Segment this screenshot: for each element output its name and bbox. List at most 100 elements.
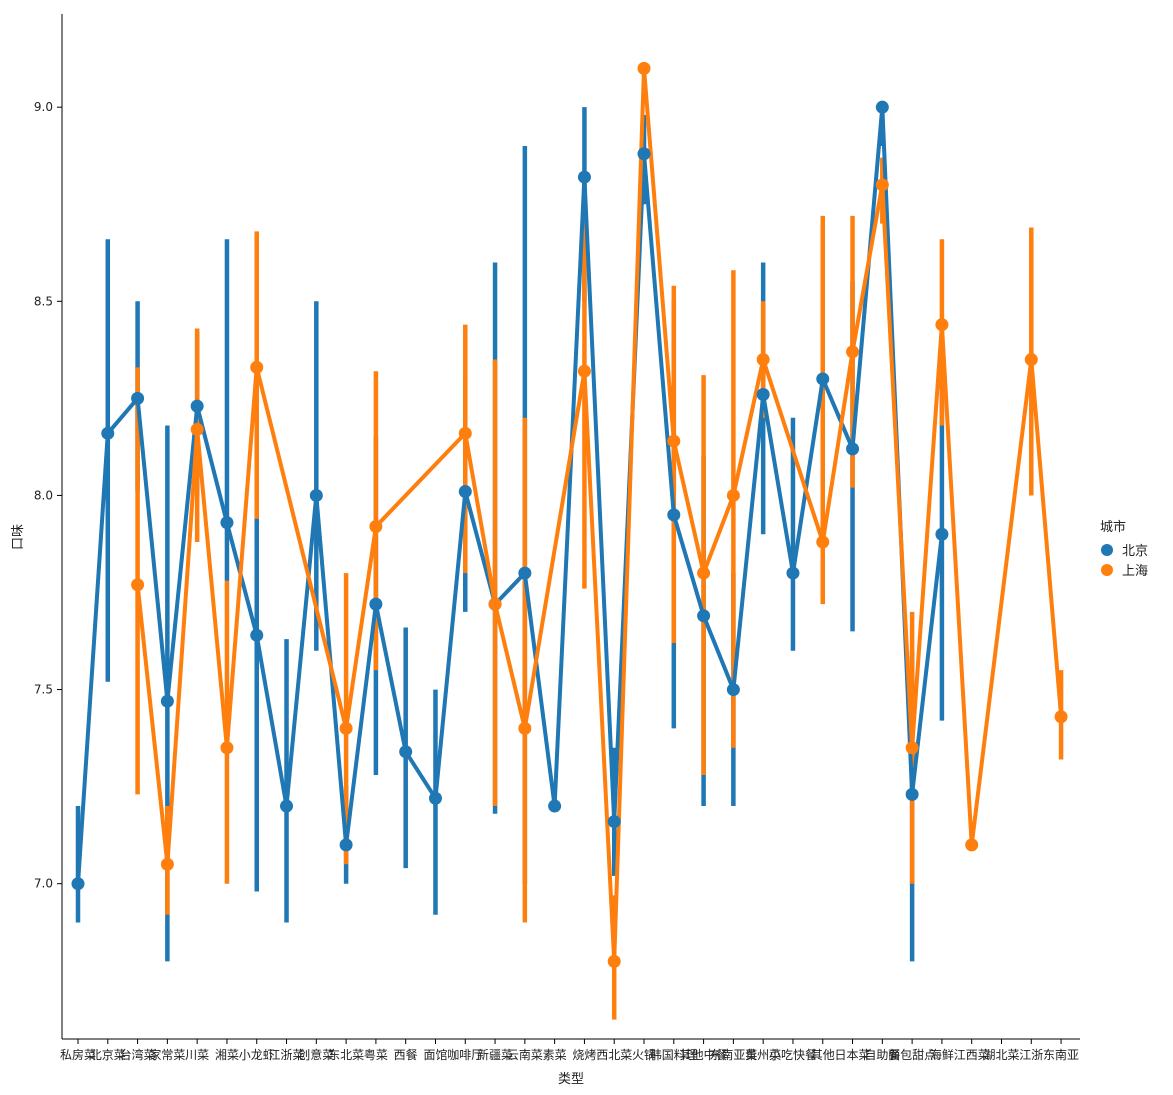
data-point-北京 xyxy=(458,485,472,499)
x-tick-label: 湖北菜 xyxy=(983,1047,1019,1062)
x-tick-label: 韩国料理 xyxy=(650,1047,698,1062)
x-tick-label: 创意菜 xyxy=(298,1047,334,1062)
data-point-北京 xyxy=(577,170,591,184)
data-point-北京 xyxy=(190,399,204,413)
y-tick-label: 7.5 xyxy=(34,683,53,697)
y-tick-label: 8.5 xyxy=(34,294,53,308)
data-point-北京 xyxy=(101,426,115,440)
data-point-上海 xyxy=(905,741,919,755)
x-tick-label: 火锅 xyxy=(632,1047,656,1062)
x-tick-label: 湘菜 xyxy=(215,1047,239,1062)
x-tick-label: 其他中餐 xyxy=(680,1047,728,1062)
x-tick-label: 烧烤 xyxy=(572,1047,596,1062)
data-point-北京 xyxy=(667,508,681,522)
x-tick-label: 家常菜 xyxy=(149,1047,185,1062)
axes xyxy=(61,14,1080,1040)
data-point-北京 xyxy=(309,488,323,502)
x-tick-label: 云南菜 xyxy=(507,1047,543,1062)
data-point-上海 xyxy=(667,434,681,448)
x-tick-label: 咖啡厅 xyxy=(447,1047,483,1062)
x-tick-label: 贵州菜 xyxy=(745,1048,781,1062)
y-tick-label: 8.0 xyxy=(34,488,53,502)
data-point-北京 xyxy=(548,799,562,813)
data-point-北京 xyxy=(607,815,621,829)
x-axis-label: 类型 xyxy=(558,1072,584,1087)
data-point-北京 xyxy=(726,683,740,697)
x-tick-label: 江浙 xyxy=(1019,1048,1043,1062)
x-tick-label: 素菜 xyxy=(543,1048,567,1062)
data-point-北京 xyxy=(369,597,383,611)
x-tick-label: 小吃快餐 xyxy=(769,1047,817,1062)
data-point-上海 xyxy=(369,520,383,533)
data-point-北京 xyxy=(637,147,651,161)
x-tick-label: 东北菜 xyxy=(328,1048,364,1062)
x-tick-label: 面馆 xyxy=(423,1047,447,1062)
data-point-上海 xyxy=(697,566,711,580)
data-point-北京 xyxy=(339,838,353,852)
legend-label-北京: 北京 xyxy=(1122,544,1148,559)
data-point-上海 xyxy=(726,488,740,502)
series-line-北京 xyxy=(76,105,944,884)
data-point-北京 xyxy=(875,100,889,114)
data-point-北京 xyxy=(428,791,442,805)
x-tick-label: 新疆菜 xyxy=(477,1047,513,1062)
data-point-上海 xyxy=(875,178,889,192)
legend-marker-北京 xyxy=(1101,544,1113,556)
data-point-上海 xyxy=(607,954,621,968)
data-point-上海 xyxy=(965,838,979,852)
x-tick-label: 自助餐 xyxy=(864,1047,900,1062)
data-point-北京 xyxy=(816,372,830,386)
x-tick-label: 海鲜 xyxy=(930,1047,954,1062)
x-tick-label: 粤菜 xyxy=(364,1047,388,1062)
error-bars xyxy=(75,107,1064,1020)
legend-marker-上海 xyxy=(1101,564,1113,576)
data-point-上海 xyxy=(935,318,949,332)
x-tick-label: 日本菜 xyxy=(835,1048,871,1062)
x-tick-label: 面包甜点 xyxy=(888,1048,936,1062)
data-point-上海 xyxy=(756,353,770,367)
data-point-上海 xyxy=(160,857,174,871)
data-point-上海 xyxy=(458,426,472,440)
data-point-北京 xyxy=(399,745,413,759)
data-point-北京 xyxy=(518,566,532,580)
data-point-北京 xyxy=(935,527,949,541)
data-point-上海 xyxy=(518,721,532,735)
data-point-北京 xyxy=(846,442,860,456)
data-point-上海 xyxy=(1024,353,1038,367)
y-tick-label: 9.0 xyxy=(34,100,53,114)
data-point-北京 xyxy=(905,787,919,801)
data-point-上海 xyxy=(816,535,830,549)
y-tick-label: 7.0 xyxy=(34,877,53,891)
x-tick-label: 西餐 xyxy=(394,1047,418,1062)
x-tick-label: 北京菜 xyxy=(90,1048,126,1062)
data-point-北京 xyxy=(160,694,174,708)
data-point-北京 xyxy=(697,609,711,623)
data-point-上海 xyxy=(577,364,591,378)
data-point-上海 xyxy=(220,741,234,755)
y-axis-label: 口味 xyxy=(11,524,26,550)
x-tick-label: 江浙菜 xyxy=(269,1048,305,1062)
data-point-北京 xyxy=(280,799,294,813)
data-point-北京 xyxy=(131,391,145,405)
x-tick-label: 东南亚菜 xyxy=(709,1047,757,1062)
data-point-北京 xyxy=(250,628,264,642)
data-point-北京 xyxy=(220,516,234,530)
y-ticks: 7.0 7.5 8.0 8.5 9.0 xyxy=(34,100,62,891)
x-tick-label: 东南亚 xyxy=(1043,1047,1079,1062)
data-point-上海 xyxy=(1054,710,1068,724)
x-tick-label: 私房菜 xyxy=(60,1047,96,1062)
x-tick-label: 江西菜 xyxy=(954,1048,990,1062)
data-point-上海 xyxy=(339,721,353,735)
x-tick-label: 小龙虾 xyxy=(239,1048,275,1062)
x-tick-label: 川菜 xyxy=(185,1048,209,1062)
series-points xyxy=(71,61,1068,968)
legend-label-上海: 上海 xyxy=(1122,564,1148,579)
data-point-上海 xyxy=(637,61,651,75)
legend-title: 城市 xyxy=(1100,519,1126,535)
x-tick-label: 其他 xyxy=(811,1048,835,1062)
x-tick-label: 台湾菜 xyxy=(120,1047,156,1062)
x-tick-label: 西北菜 xyxy=(596,1048,632,1062)
